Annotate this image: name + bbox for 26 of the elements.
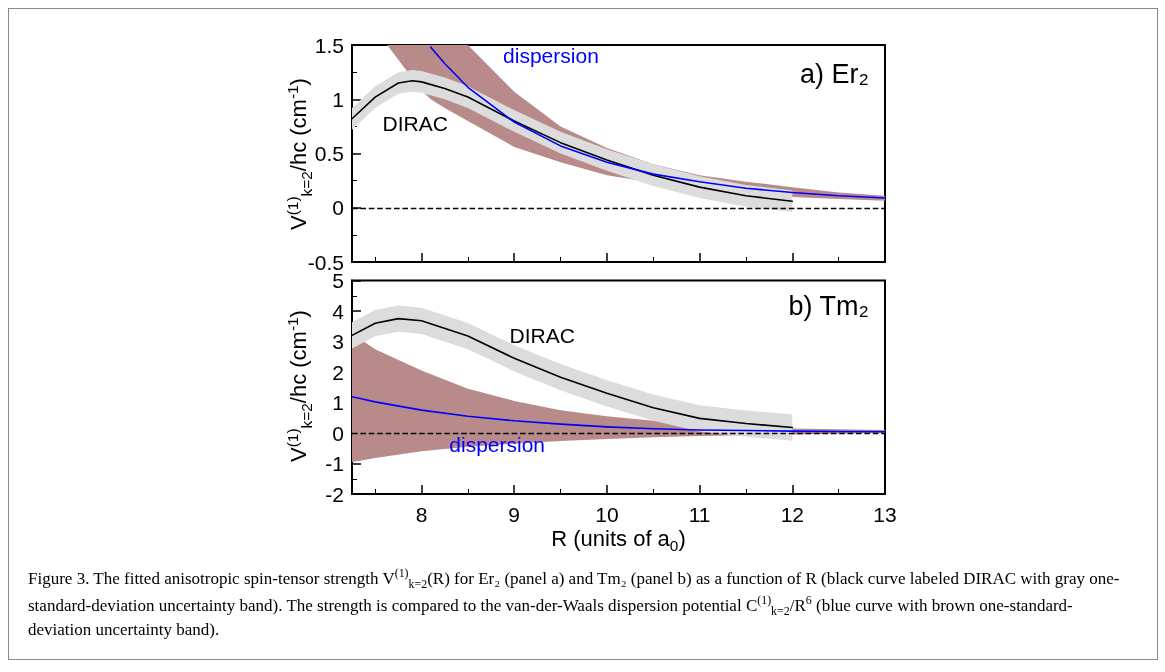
y-tick-label: 1	[332, 391, 344, 414]
y-tick-label: 1.5	[314, 33, 344, 57]
y-tick-label: 2	[332, 360, 344, 384]
line-series	[351, 395, 886, 433]
y-tick-label: 3	[332, 330, 344, 353]
x-tick-label: 10	[595, 503, 619, 526]
y-tick-label: -1	[325, 452, 344, 475]
series-label: DIRAC	[509, 323, 575, 347]
series-label: dispersion	[503, 44, 599, 68]
y-tick-label: -2	[325, 482, 344, 506]
annotation: a) Er₂	[800, 59, 869, 90]
y-tick-label: 0	[332, 196, 344, 220]
x-tick-label: 12	[780, 503, 804, 526]
y-tick-label: 0	[332, 421, 344, 445]
x-tick-label: 13	[873, 503, 897, 526]
text: Figure 3. The fitted anisotropic spin-tensor strength V$^{(1)}$$_{k=2}$(R) for Er₂ (panel a) and Tm₂ (panel b) as a function of R (black curve labeled DIRAC with gray one-standard-deviation uncertainty band). The strength is compared to the van-der-Waals dispersion potential C$^{(1)}$$_{k=2}$/R$^{6}$ (blue curve with brown one-standard-deviation uncertainty band).	[28, 566, 1120, 640]
y-tick-label: 0.5	[314, 142, 344, 165]
series-label: dispersion	[449, 433, 546, 457]
x-tick-label: 8	[415, 503, 428, 526]
series-label: DIRAC	[382, 111, 448, 135]
annotation: b) Tm₂	[788, 291, 869, 322]
x-tick-label: 11	[688, 503, 711, 526]
x-axis-title: R (units of a$_{0}$)	[551, 526, 686, 556]
y-tick-label: 1	[332, 87, 344, 111]
y-tick-label: 4	[332, 299, 345, 323]
x-tick-label: 9	[508, 503, 521, 526]
